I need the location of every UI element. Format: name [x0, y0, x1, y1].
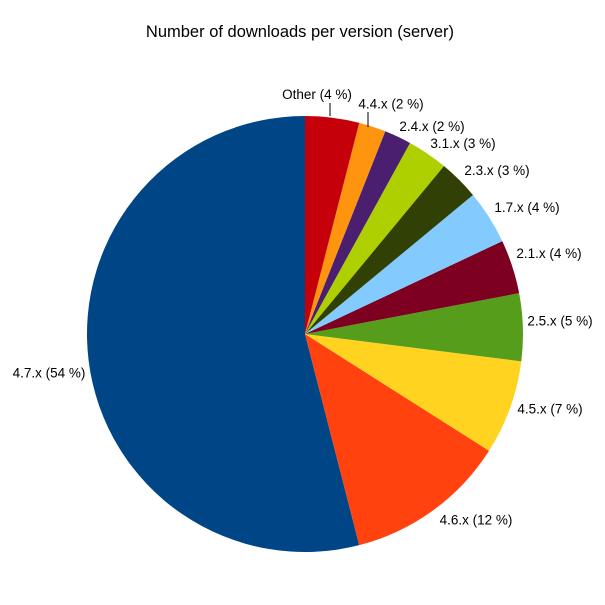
slice-label-4-4-x: 4.4.x (2 %) — [358, 97, 423, 112]
slice-label-2-3-x: 2.3.x (3 %) — [464, 163, 529, 178]
slice-label-other: Other (4 %) — [282, 87, 352, 102]
pie-slice-1-7-x — [305, 195, 503, 334]
slice-label-4-5-x: 4.5.x (7 %) — [517, 402, 582, 417]
pie-slice-4-4-x — [305, 122, 386, 334]
pie-slice-2-3-x — [305, 166, 473, 334]
slice-label-2-5-x: 2.5.x (5 %) — [527, 314, 592, 329]
slice-label-2-1-x: 2.1.x (4 %) — [516, 246, 581, 261]
slice-label-2-4-x: 2.4.x (2 %) — [399, 119, 464, 134]
pie-slice-4-6-x — [305, 334, 490, 546]
slice-label-1-7-x: 1.7.x (4 %) — [494, 200, 559, 215]
pie-slice-4-5-x — [305, 334, 522, 451]
pie-slice-3-1-x — [305, 142, 444, 334]
slice-label-4-6-x: 4.6.x (12 %) — [440, 513, 513, 528]
pie-labels-group: 4.7.x (54 %) 4.6.x (12 %) 4.5.x (7 %) 2.5.x… — [13, 87, 593, 528]
pie-slice-2-5-x — [305, 293, 523, 362]
pie-slices-group — [86, 116, 523, 553]
chart-title: Number of downloads per version (server) — [146, 23, 454, 41]
slice-label-4-7-x: 4.7.x (54 %) — [13, 366, 86, 381]
pie-slice-2-4-x — [305, 131, 411, 334]
pie-slice-4-7-x — [86, 116, 360, 553]
pie-slice-2-1-x — [305, 241, 520, 334]
pie-slice-other — [305, 116, 360, 334]
slice-label-3-1-x: 3.1.x (3 %) — [430, 136, 495, 151]
